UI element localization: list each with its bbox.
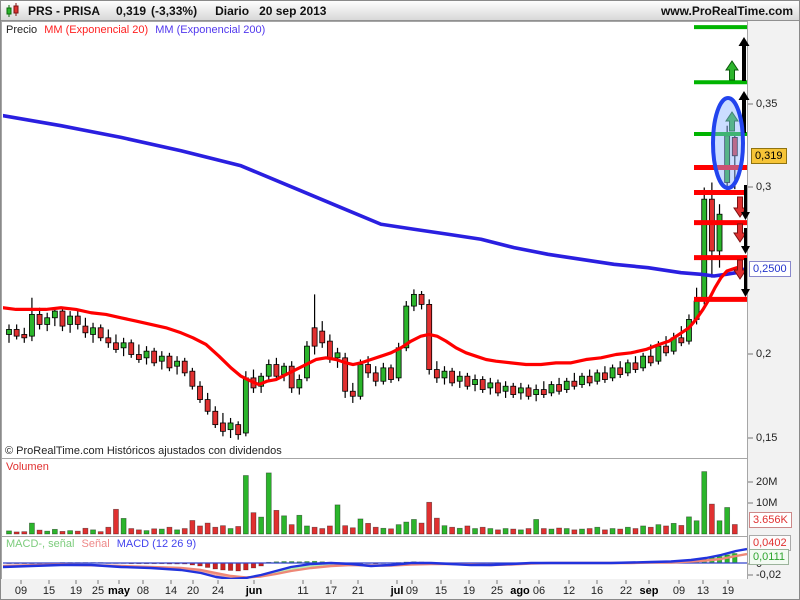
site-url: www.ProRealTime.com — [660, 3, 793, 18]
x-axis-day-label: 25 — [490, 585, 504, 597]
macd-indicator-labels: MACD-, señal Señal MACD (12 26 9) — [6, 538, 196, 550]
volume-label: Volumen — [6, 461, 49, 473]
timeframe-label: Diario — [215, 3, 250, 18]
precio-label: Precio — [6, 24, 38, 36]
x-axis-day-label: 08 — [136, 585, 150, 597]
x-axis-day-label: 21 — [351, 585, 365, 597]
session-date: 20 sep 2013 — [259, 3, 327, 18]
x-axis-day-label: 19 — [69, 585, 83, 597]
volume-chart-panel[interactable] — [1, 458, 748, 537]
ema200-label: MM (Exponencial 200) — [155, 24, 266, 36]
symbol-title: PRS - PRISA — [28, 3, 101, 18]
x-axis-day-label: 12 — [562, 585, 576, 597]
level-price-tag: 0,2500 — [749, 261, 791, 277]
volume-axis-label: 20M — [756, 476, 778, 488]
x-axis-day-label: 11 — [297, 585, 309, 597]
x-axis-day-label: 15 — [42, 585, 56, 597]
x-axis-month-label: jun — [245, 585, 263, 597]
x-axis-day-label: 09 — [405, 585, 419, 597]
x-axis-day-label: 14 — [164, 585, 178, 597]
x-axis-day-label: 09 — [672, 585, 686, 597]
macd-hist-label: MACD-, señal — [6, 538, 75, 550]
ema20-label: MM (Exponencial 20) — [44, 24, 149, 36]
x-axis-month-label: jul — [390, 585, 404, 597]
volume-value-tag: 3.656K — [749, 512, 792, 528]
copyright-note: © ProRealTime.com Históricos ajustados c… — [5, 445, 282, 457]
macd-line-label: MACD (12 26 9) — [116, 538, 197, 550]
price-indicator-labels: Precio MM (Exponencial 20) MM (Exponenci… — [6, 24, 265, 36]
x-axis-day-label: 22 — [619, 585, 633, 597]
x-axis-day-label: 19 — [462, 585, 476, 597]
x-axis-month-label: sep — [639, 585, 659, 597]
x-axis-month-label: may — [107, 585, 131, 597]
x-axis-day-label: 16 — [590, 585, 604, 597]
x-axis-day-label: 09 — [14, 585, 28, 597]
x-axis-day-label: 17 — [324, 585, 338, 597]
x-axis-day-label: 15 — [434, 585, 448, 597]
x-axis-day-label: 25 — [91, 585, 105, 597]
x-axis-day-label: 24 — [211, 585, 225, 597]
last-price-tag: 0,319 — [751, 148, 787, 164]
macd-signal-label: Señal — [81, 538, 110, 550]
x-axis-day-label: 20 — [186, 585, 200, 597]
price-axis-label: 0,3 — [756, 181, 772, 193]
price-axis-label: 0,35 — [756, 98, 778, 110]
macd-axis-label: -0,02 — [756, 569, 782, 581]
window-titlebar: PRS - PRISA 0,319 (-3,33%) Diario 20 sep… — [1, 1, 799, 21]
price-chart-panel[interactable] — [1, 21, 748, 459]
x-axis-day-label: 13 — [696, 585, 710, 597]
price-axis-column[interactable] — [748, 21, 799, 580]
price-change: (-3,33%) — [151, 3, 198, 18]
candlestick-app-icon — [5, 3, 21, 18]
price-axis-label: 0,2 — [756, 348, 772, 360]
volume-axis-label: 10M — [756, 497, 778, 509]
x-axis-day-label: 06 — [532, 585, 546, 597]
macd-top-value-tag: 0,0402 — [749, 535, 791, 551]
macd-bottom-value-tag: 0,0111 — [749, 549, 790, 565]
last-price: 0,319 — [116, 3, 147, 18]
x-axis-day-label: 19 — [721, 585, 735, 597]
x-axis-month-label: ago — [510, 585, 530, 597]
price-axis-label: 0,15 — [756, 432, 778, 444]
time-axis-strip[interactable] — [1, 579, 799, 599]
